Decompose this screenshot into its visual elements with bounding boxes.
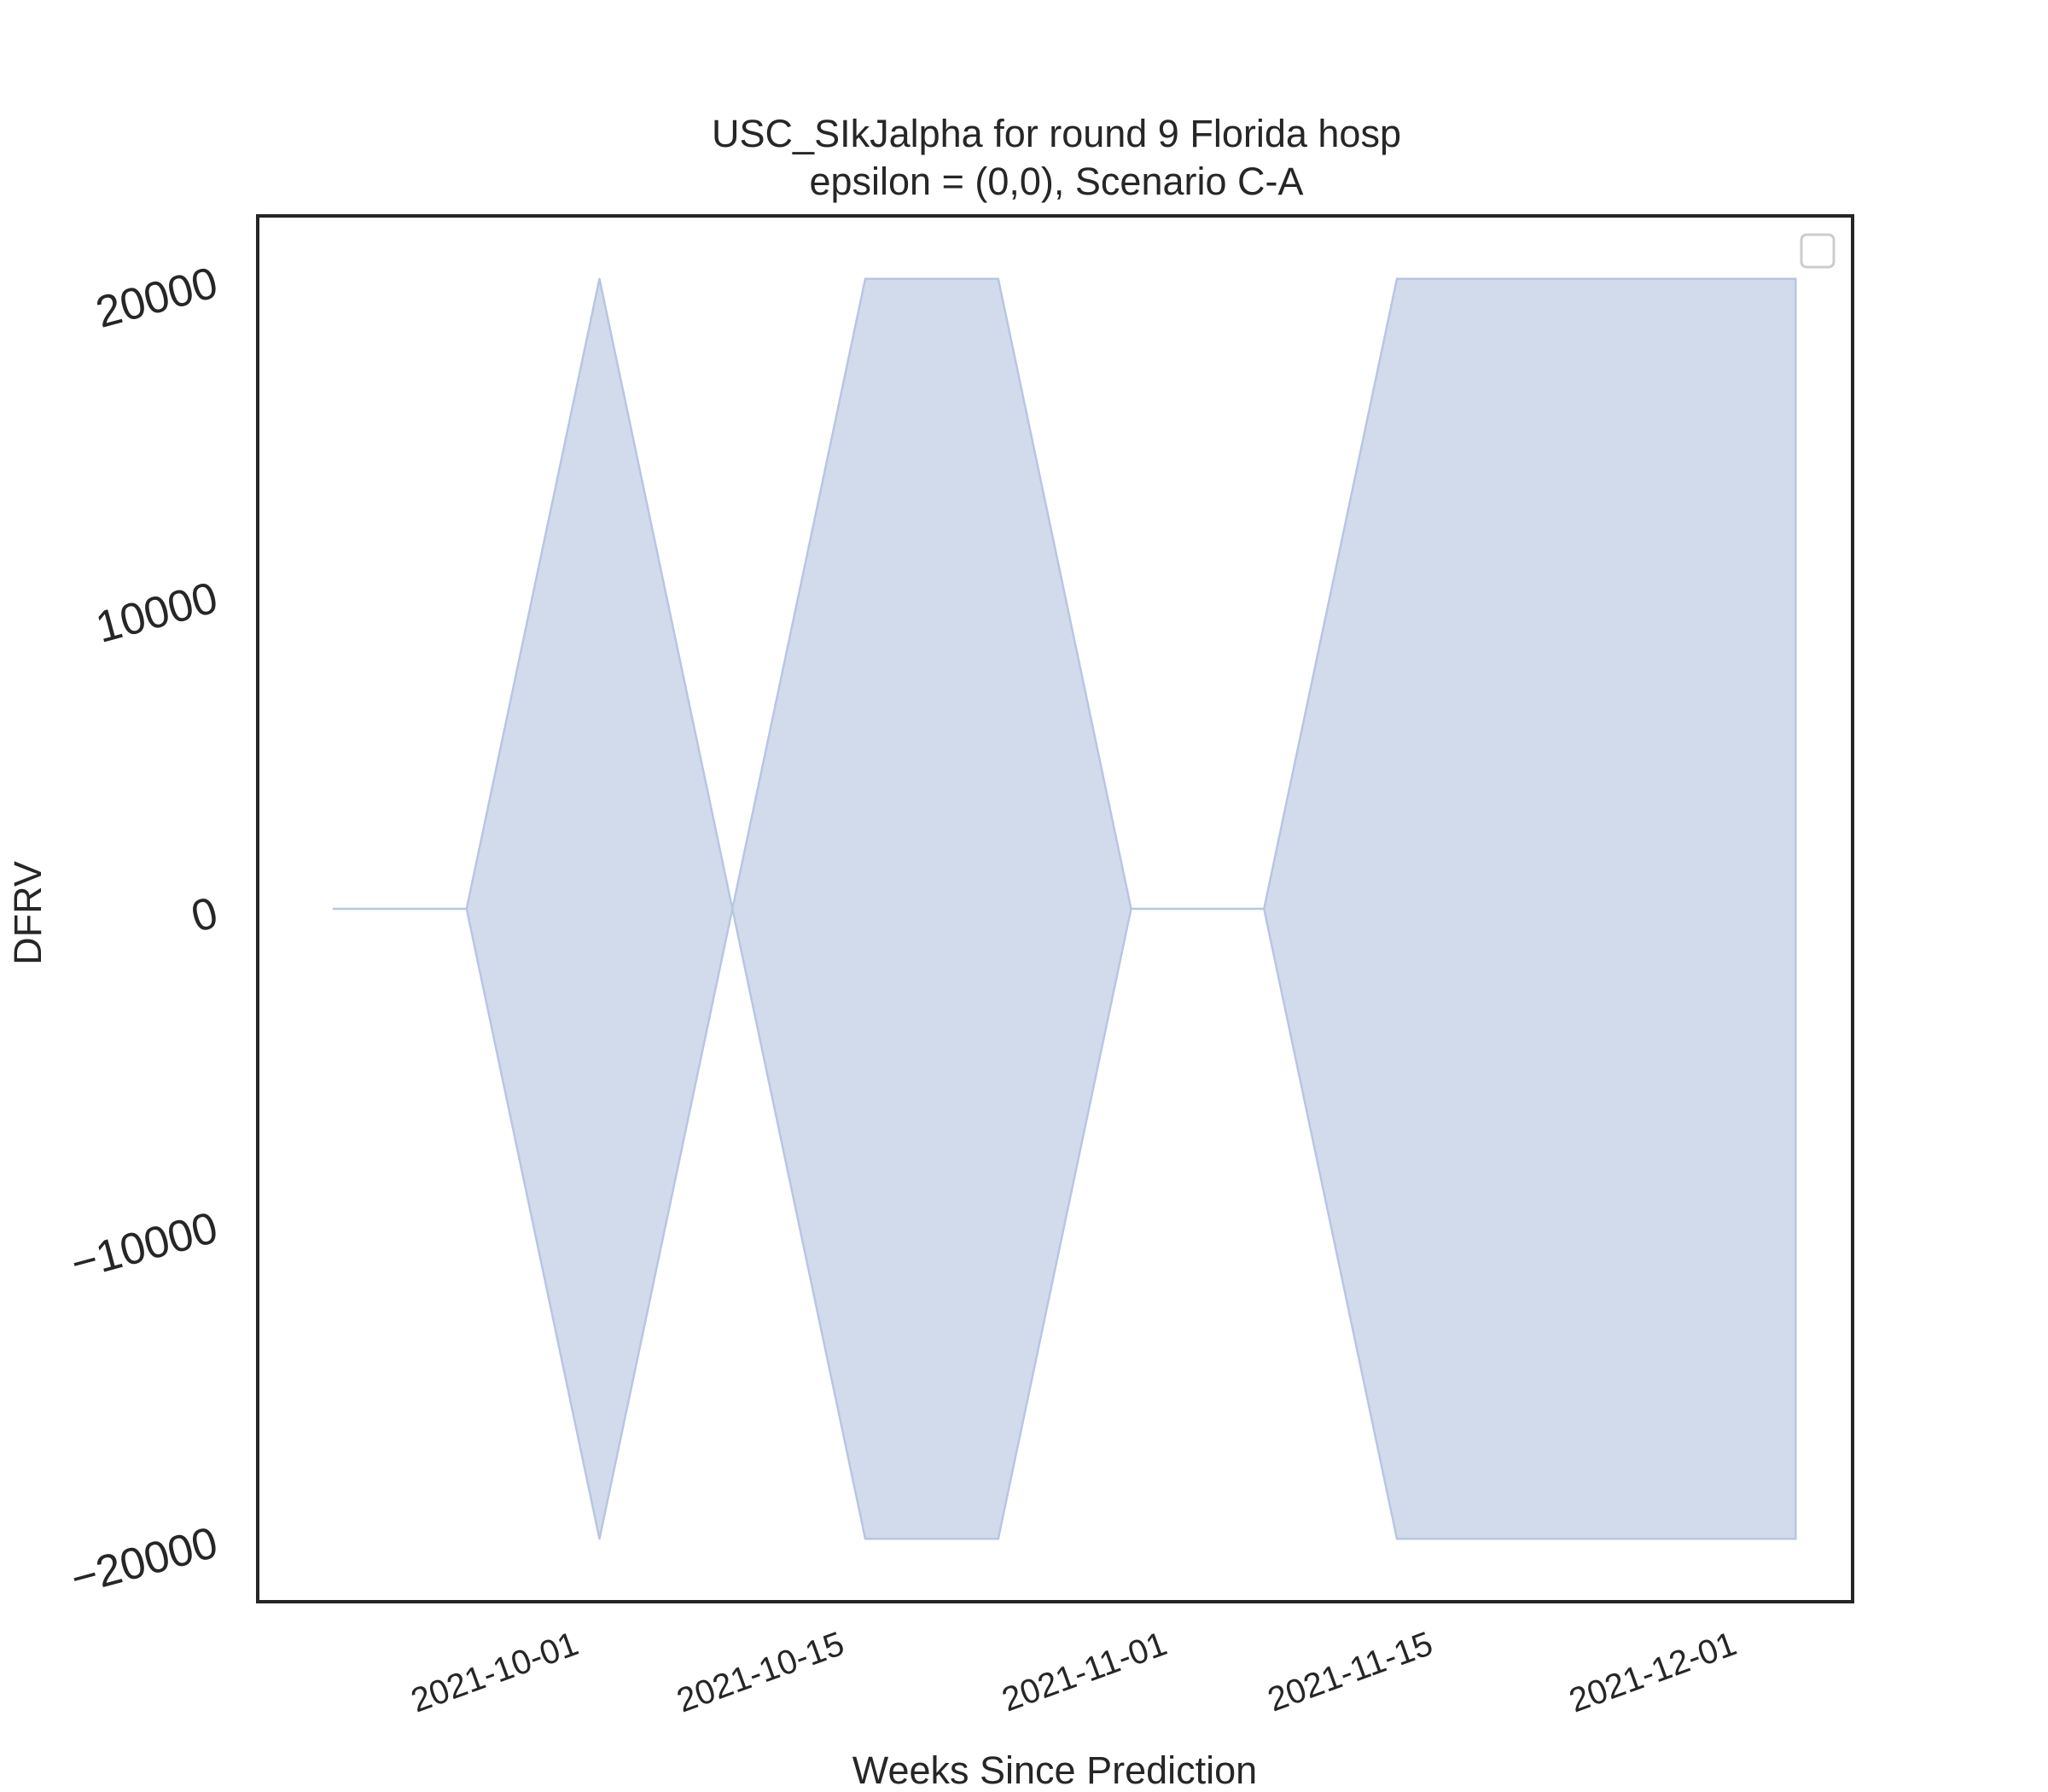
y-axis-ticks: −20000 −10000 0 10000 20000	[66, 258, 223, 1604]
upper-point	[1795, 277, 1797, 280]
axes-frame	[256, 214, 1854, 1603]
x-tick-label: 2021-12-01	[1564, 1625, 1741, 1719]
lower-point	[1130, 907, 1132, 911]
upper-point	[997, 277, 1000, 280]
y-axis-label: DFRV	[6, 861, 49, 965]
lower-point	[1263, 907, 1265, 911]
upper-point	[598, 277, 601, 280]
y-tick-label: 10000	[90, 573, 223, 652]
upper-point	[864, 277, 867, 280]
series-band	[334, 277, 1797, 1540]
lower-point	[332, 907, 335, 911]
chart-title-line2: epsilon = (0,0), Scenario C-A	[809, 160, 1303, 203]
lower-point	[598, 1538, 601, 1540]
legend-box[interactable]	[1800, 233, 1836, 269]
x-tick-label: 2021-10-15	[672, 1625, 849, 1719]
plot-area	[332, 277, 1797, 1540]
lower-point	[1795, 1538, 1797, 1540]
upper-point	[1661, 277, 1664, 280]
upper-point	[1528, 277, 1532, 280]
upper-point	[1395, 277, 1399, 280]
lower-point	[997, 1538, 1000, 1540]
y-tick-label: 0	[186, 888, 223, 943]
lower-point	[1528, 1538, 1532, 1540]
x-axis-ticks: 2021-10-01 2021-10-15 2021-11-01 2021-11-15…	[406, 1625, 1742, 1719]
y-tick-label: −10000	[66, 1203, 223, 1289]
chart-title-line1: USC_SIkJalpha for round 9 Florida hosp	[712, 112, 1401, 155]
x-tick-label: 2021-10-01	[406, 1625, 583, 1719]
x-tick-label: 2021-11-01	[998, 1625, 1172, 1719]
x-axis-label: Weeks Since Prediction	[852, 1748, 1257, 1792]
lower-point	[1395, 1538, 1399, 1540]
lower-point	[864, 1538, 867, 1540]
y-tick-label: −20000	[66, 1518, 223, 1604]
lower-point	[465, 907, 468, 911]
lower-point	[731, 907, 734, 911]
lower-point	[1661, 1538, 1664, 1540]
x-tick-label: 2021-11-15	[1263, 1625, 1438, 1719]
y-tick-label: 20000	[90, 258, 223, 337]
